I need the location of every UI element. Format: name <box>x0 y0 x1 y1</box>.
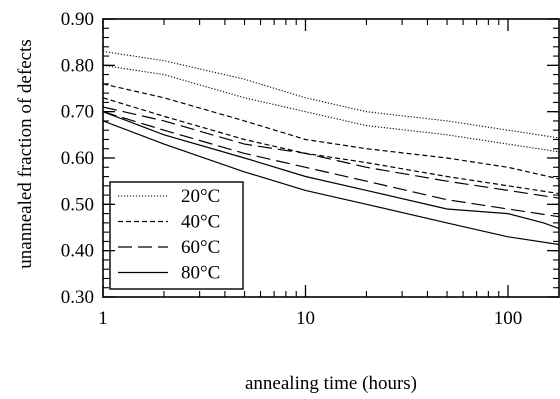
legend-label: 60°C <box>181 237 220 258</box>
series-line-2 <box>103 64 559 153</box>
x-tick-label: 10 <box>296 308 315 329</box>
y-tick-label: 0.50 <box>61 194 94 215</box>
x-tick-label: 1 <box>98 308 108 329</box>
y-axis-label: unannealed fraction of defects <box>15 39 36 268</box>
legend-label: 40°C <box>181 212 220 233</box>
series-line-7 <box>103 111 559 230</box>
series-line-1 <box>103 50 559 139</box>
x-tick-label: 100 <box>494 308 523 329</box>
legend-label: 80°C <box>181 263 220 284</box>
y-tick-label: 0.70 <box>61 102 94 123</box>
series-line-4 <box>103 97 559 195</box>
ticks-layer: 1 10 100 0.30 0.40 0.50 0.60 0.70 0.80 0.90 <box>61 9 559 329</box>
y-tick-label: 0.60 <box>61 148 94 169</box>
series-line-5 <box>103 106 559 199</box>
legend-box <box>109 181 244 290</box>
y-tick-label: 0.40 <box>61 241 94 262</box>
y-tick-label: 0.30 <box>61 287 94 308</box>
x-axis-label: annealing time (hours) <box>245 373 417 394</box>
legend-label: 20°C <box>181 186 220 207</box>
series-line-8 <box>103 120 559 246</box>
y-tick-label: 0.90 <box>61 9 94 30</box>
legend: 20°C 40°C 60°C 80°C <box>109 181 244 290</box>
series-line-6 <box>103 111 559 218</box>
y-tick-label: 0.80 <box>61 55 94 76</box>
series-line-3 <box>103 83 559 180</box>
series-layer <box>103 50 559 246</box>
